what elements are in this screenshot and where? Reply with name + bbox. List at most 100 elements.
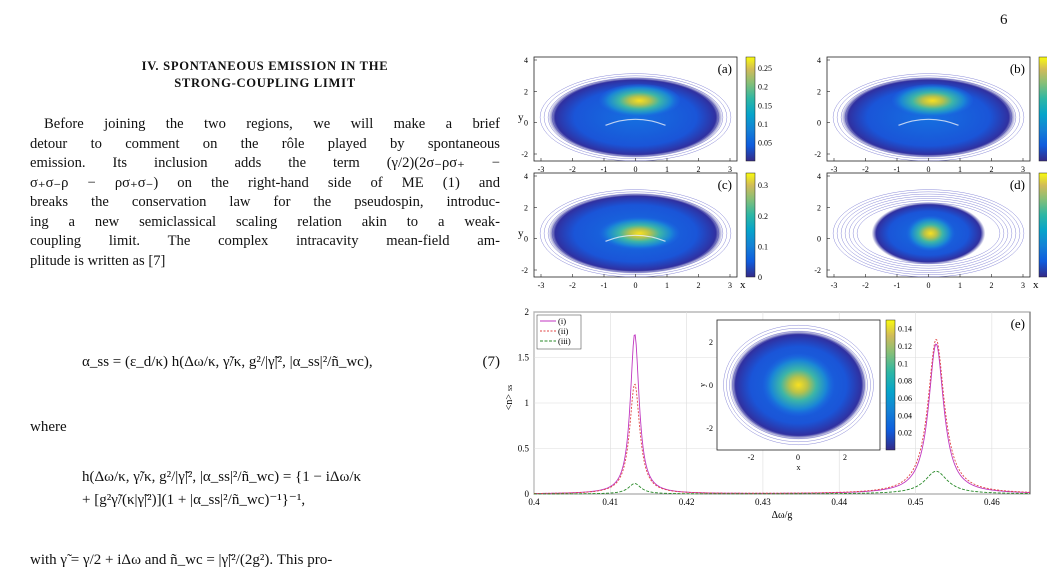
x-tick-label: -3 [831,165,838,174]
colorbar-tick-label: 0.1 [758,120,768,129]
panel-label: (e) [1011,316,1025,331]
x-tick-label: 1 [958,281,962,290]
ridge-line [898,118,959,126]
y-tick-label: -2 [814,150,821,159]
y-tick-label: 0 [817,119,821,128]
y-tick-label: -2 [521,150,528,159]
density-disk [841,76,1016,158]
inset-y-tick-label: -2 [706,424,713,433]
x-tick-label: 0.44 [831,497,847,507]
colorbar [745,56,756,162]
ridge-line [605,118,666,126]
colorbar-tick-label: 0.25 [758,64,772,73]
series-line-0 [533,334,1031,494]
y-tick-label: 0 [524,235,528,244]
section-heading-line2: STRONG-COUPLING LIMIT [174,76,356,90]
figure: 4 2 0 -2 -3 -2 -1 0 1 2 3 y (a) 0.25 0.2 0.15 0.1 0.05 4 2 0… [504,56,1047,521]
x-tick-label: -1 [601,281,608,290]
x-tick-label: 0.42 [679,497,695,507]
paragraph-line: detour to comment on the rôle played by … [30,135,500,152]
x-tick-label: 2 [990,165,994,174]
x-tick-label: 0 [927,281,931,290]
y-tick-label: 4 [524,172,528,181]
x-axis-label: Δω/g [772,510,793,521]
paragraph-spontaneous-emission: Before joining the two regions, we will … [30,115,500,271]
y-axis-label: y [518,111,524,123]
x-tick-label: 0 [634,165,638,174]
legend: (i)(ii)(iii) [536,314,582,350]
inset-colorbar [885,319,896,451]
inset-y-tick-label: 2 [709,338,713,347]
colorbar-tick-label: 0.05 [758,138,772,147]
colorbar [1038,56,1047,162]
section-heading-line1: IV. SPONTANEOUS EMISSION IN THE [141,59,389,73]
x-tick-label: 0.41 [602,497,618,507]
y-axis-label-main: <n> [504,394,515,411]
x-tick-label: -2 [862,281,869,290]
x-tick-label: -2 [569,165,576,174]
contour-ring [723,324,874,446]
x-tick-label: 2 [697,165,701,174]
colorbar-tick-label: 0.3 [758,181,768,190]
inset-x-label: x [797,463,801,472]
series-line-2 [534,470,1031,495]
x-tick-label: 2 [697,281,701,290]
y-tick-label: 1 [525,398,530,408]
x-tick-label: 1 [665,165,669,174]
x-tick-label: -3 [538,165,545,174]
y-tick-label: 1.5 [518,353,530,363]
ridge-line [605,234,666,242]
x-tick-label: 0.45 [908,497,924,507]
inset: 2 0 -2 -2 0 2 x y 0.14 0.12 0.1 0.08 0.06 0.04 0.02 [698,319,912,472]
y-tick-label: 2 [524,203,528,212]
paragraph-line: breaks the conservation law for the pseu… [30,194,500,210]
panel-label: (a) [718,61,732,76]
panel-a: 4 2 0 -2 -3 -2 -1 0 1 2 3 y (a) 0.25 0.2 0.15 0.1 0.05 [518,56,772,174]
y-tick-label: 4 [817,56,821,65]
equation-h-line1: h(Δω/κ, γ̃/κ, g²/|γ̃|², |α_ss|²/ñ_wc) = … [82,469,362,485]
inset-colorbar-tick-label: 0.12 [898,342,912,351]
inset-colorbar-tick-label: 0.02 [898,429,912,438]
contour-ring [844,195,1013,271]
x-tick-label: 0.46 [984,497,1000,507]
paragraph-line: emission. Its inclusion adds the term (γ… [30,155,500,171]
colorbar-tick-label: 0 [758,273,762,282]
colorbar [1038,172,1047,278]
x-tick-label: -3 [538,281,545,290]
legend-label: (iii) [558,336,571,346]
paragraph-line: plitude is written as [7] [30,252,166,269]
equation-7-number: (7) [482,354,501,370]
x-tick-label: -2 [569,281,576,290]
panel-label: (d) [1010,177,1025,192]
inset-x-tick-label: 2 [843,453,847,462]
x-tick-label: 3 [728,165,732,174]
where-label: where [30,419,67,435]
density-disk [548,76,723,158]
y-tick-label: 4 [524,56,528,65]
x-tick-label: 0 [634,281,638,290]
y-tick-label: 0 [524,119,528,128]
x-tick-label: -1 [894,165,901,174]
x-tick-label: 0 [927,165,931,174]
x-tick-label: -1 [894,281,901,290]
x-tick-label: 2 [990,281,994,290]
density-peak [891,84,974,118]
y-tick-label: 2 [817,203,821,212]
paragraph-line: coupling limit. The complex intracavity … [30,233,500,249]
y-tick-label: 2 [525,307,530,317]
legend-label: (ii) [558,326,569,336]
colorbar-tick-label: 0.15 [758,101,772,110]
trailing-line: with γ̃ = γ/2 + iΔω and ñ_wc = |γ̃|²/(2g… [30,552,333,568]
inset-y-tick-label: 0 [709,381,713,390]
y-axis-label-sub: ss [505,385,514,391]
y-tick-label: 2 [817,87,821,96]
inset-x-tick-label: 0 [796,453,800,462]
x-axis-label: x [740,279,746,291]
x-tick-label: 3 [728,281,732,290]
contour-ring [726,327,871,443]
inset-y-label: y [698,383,707,387]
colorbar-tick-label: 0.1 [758,242,768,251]
paragraph-line: ing a new semiclassical scaling relation… [30,213,500,230]
legend-label: (i) [558,316,566,326]
